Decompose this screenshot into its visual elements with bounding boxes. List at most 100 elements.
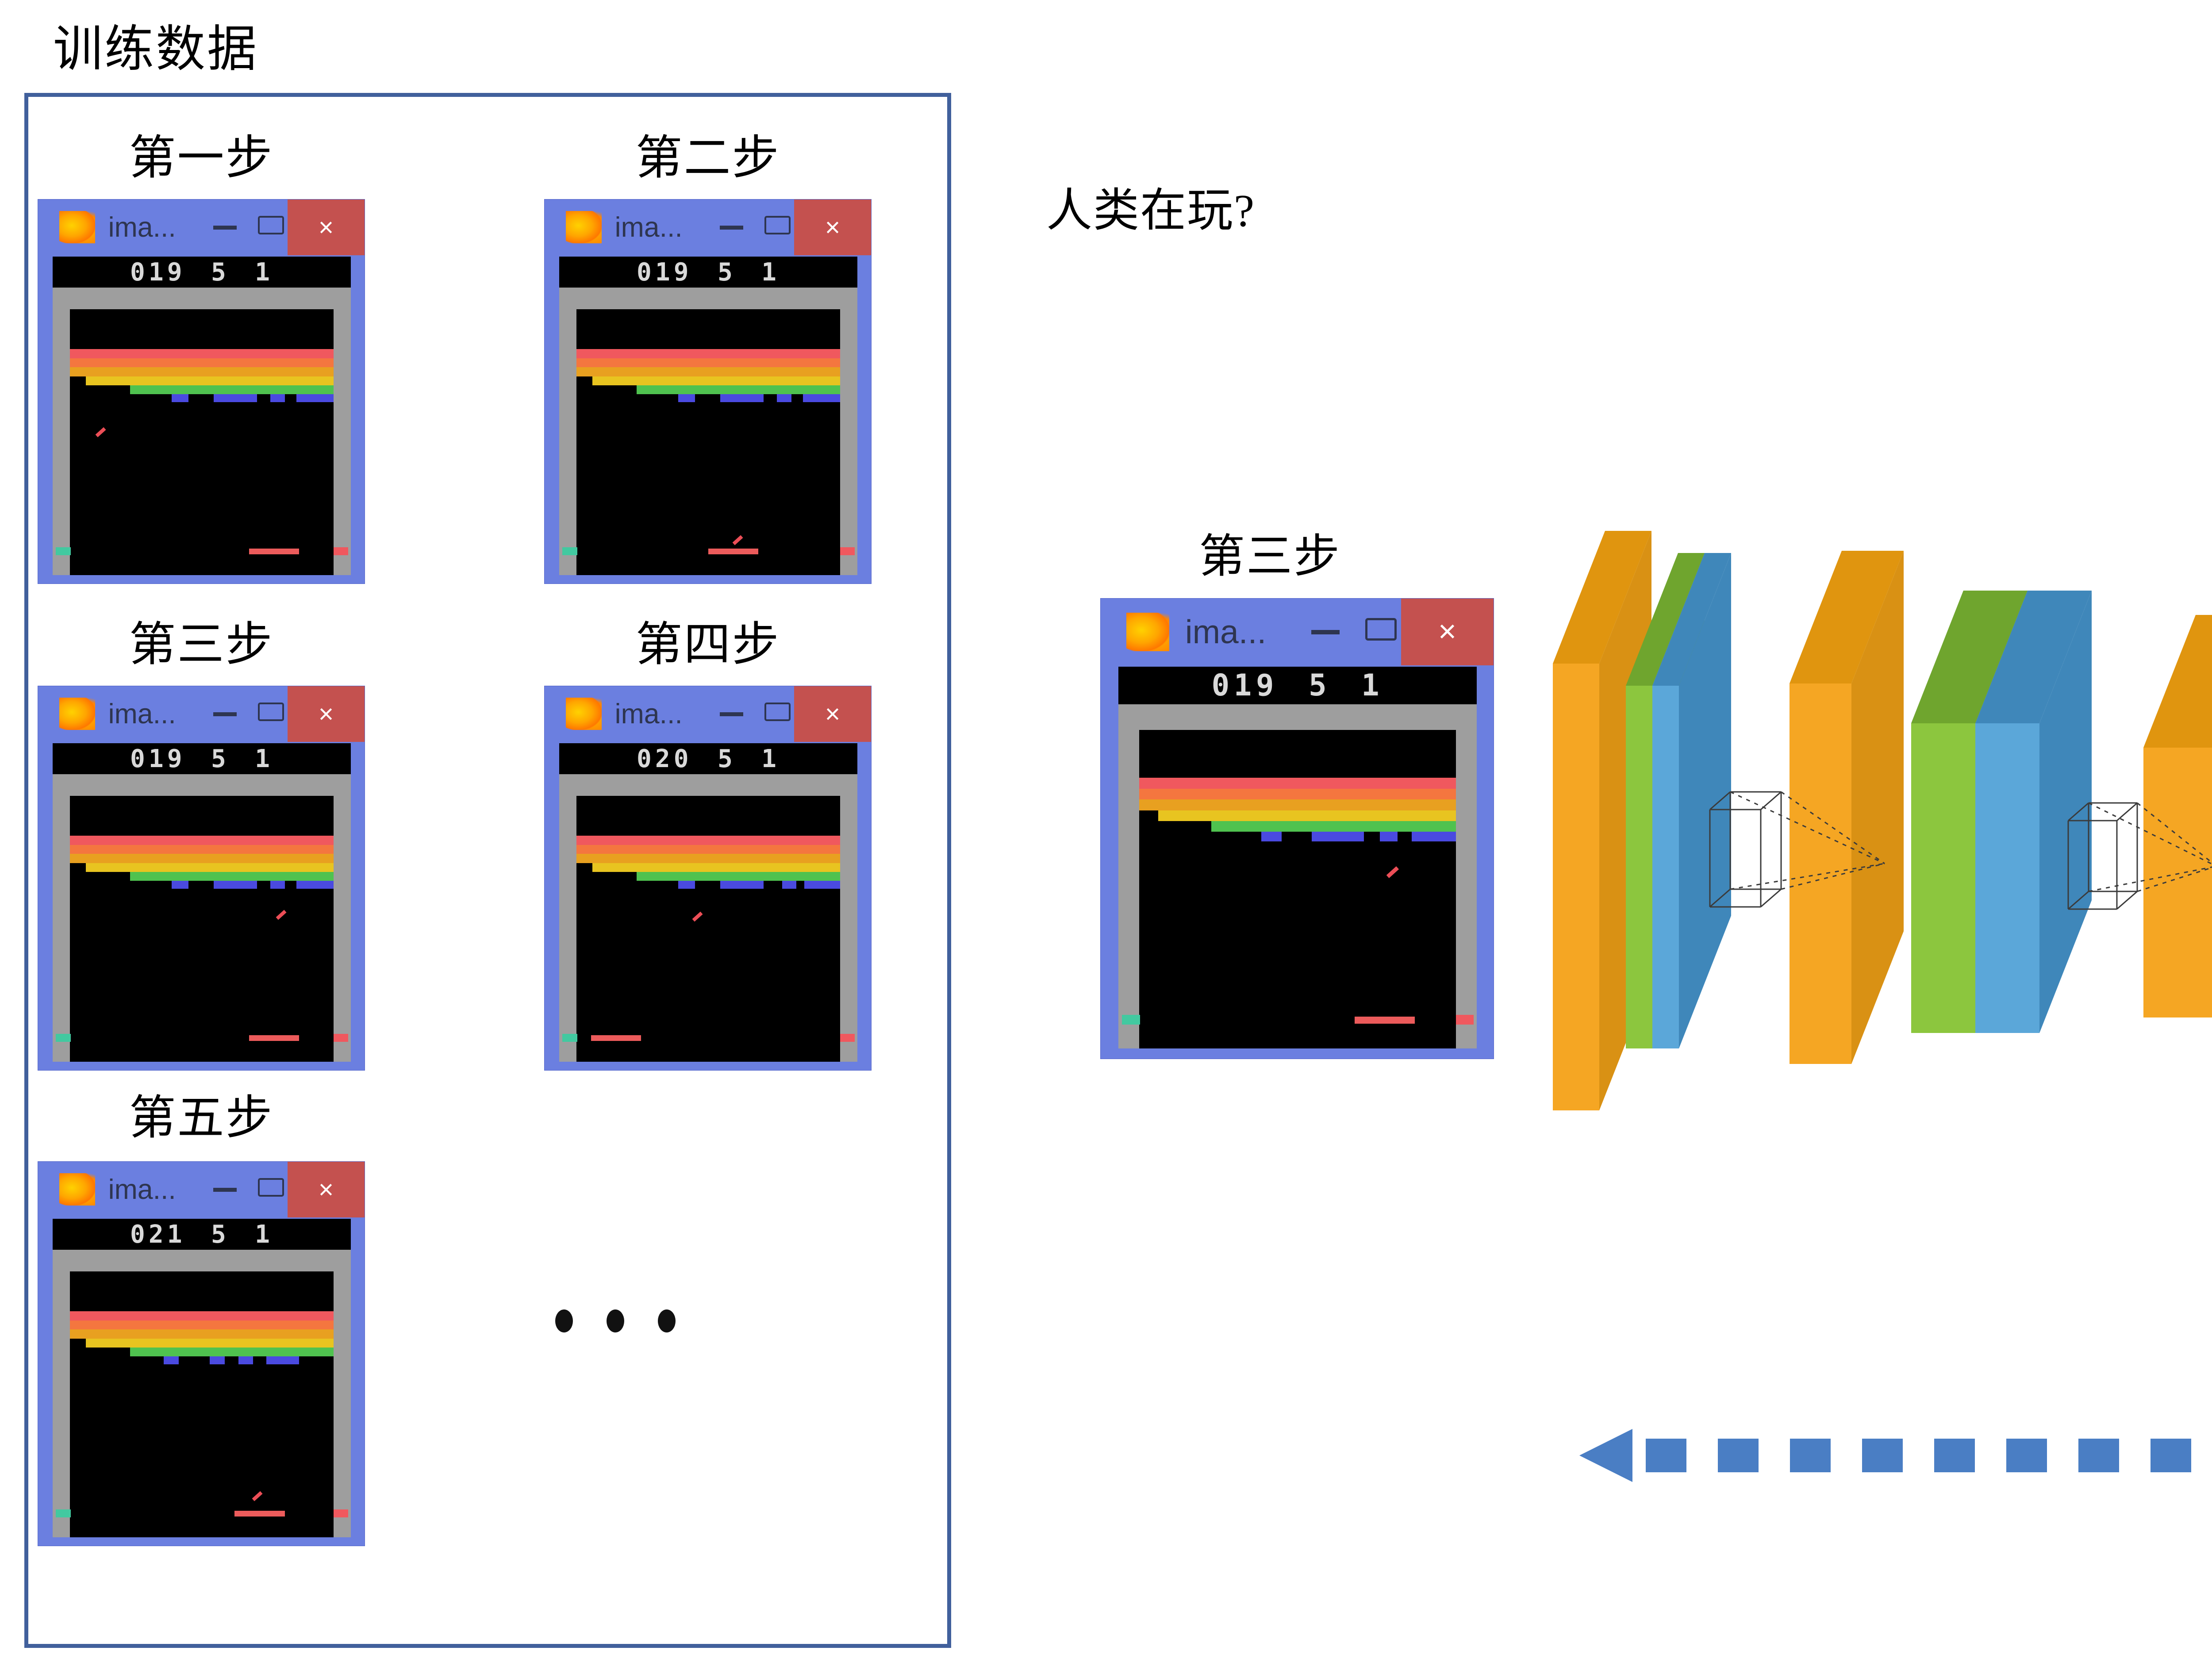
left-wall-marker [1122, 1015, 1140, 1025]
cnn-architecture-diagram [1544, 526, 2212, 1137]
brick-blue [804, 881, 840, 889]
level-value: 1 [255, 744, 273, 773]
brick-row [576, 854, 840, 863]
brick-blue [171, 394, 189, 403]
lives-value: 5 [717, 744, 736, 773]
score-display: 019 5 1 [1118, 667, 1477, 704]
atari-game-window[interactable]: ima... × 019 5 1 [1100, 598, 1494, 1059]
brick-blue [782, 881, 797, 889]
score-value: 019 [637, 257, 692, 287]
window-title: ima... [614, 698, 683, 729]
close-button[interactable]: × [288, 686, 365, 742]
right-wall-marker [1455, 1015, 1474, 1025]
brick-blue [213, 394, 257, 403]
maximize-button[interactable] [258, 1178, 284, 1197]
ellipsis-dot [607, 1309, 624, 1332]
minimize-button[interactable] [213, 1188, 237, 1192]
minimize-button[interactable] [213, 226, 237, 230]
ellipsis-dot [555, 1309, 573, 1332]
ellipsis-dot [658, 1309, 676, 1332]
flame-icon [59, 211, 96, 244]
minimize-button[interactable] [1311, 630, 1340, 635]
close-icon: × [1438, 614, 1457, 649]
arrow-dash [2006, 1439, 2047, 1472]
window-titlebar[interactable]: ima... × [1101, 599, 1494, 665]
game-screen: 020 5 1 [559, 743, 857, 1062]
brick-row [70, 349, 334, 358]
maximize-button[interactable] [258, 702, 284, 722]
brick-row [637, 385, 840, 395]
lives-value: 5 [211, 1220, 230, 1249]
step-caption: 第二步 [635, 132, 780, 184]
brick-row [70, 367, 334, 376]
maximize-button[interactable] [1365, 618, 1397, 641]
atari-game-window[interactable]: ima... × 019 5 1 [38, 686, 365, 1071]
cnn-layer-conv3-orange [2143, 615, 2212, 1017]
minimize-button[interactable] [213, 712, 237, 716]
window-titlebar[interactable]: ima... × [38, 200, 365, 255]
right-wall-marker [840, 1034, 855, 1042]
receptive-field-cone [1709, 791, 1885, 908]
score-display: 019 5 1 [53, 743, 351, 775]
brick-row [576, 367, 840, 376]
score-display: 019 5 1 [53, 256, 351, 288]
level-value: 1 [255, 1220, 273, 1249]
flame-icon [1126, 612, 1170, 652]
brick-blue [171, 881, 189, 889]
brick-row [86, 376, 334, 385]
brick-blue [803, 394, 840, 403]
brick-row [576, 358, 840, 368]
brick-row [576, 349, 840, 358]
human-playing-question: 人类在玩? [1046, 185, 1256, 236]
maximize-button[interactable] [764, 215, 791, 235]
atari-game-window[interactable]: ima... × 020 5 1 [544, 686, 872, 1071]
brick-row [637, 872, 840, 881]
brick-blue [266, 1356, 300, 1365]
close-icon: × [318, 699, 334, 729]
right-wall-marker [333, 547, 349, 556]
brick-blue [213, 881, 257, 889]
brick-row [1139, 799, 1456, 810]
close-button[interactable]: × [794, 200, 871, 255]
atari-game-window[interactable]: ima... × 019 5 1 [544, 199, 872, 584]
score-value: 019 [130, 257, 186, 287]
close-icon: × [825, 699, 841, 729]
brick-row [70, 1329, 334, 1339]
brick-row [576, 845, 840, 854]
close-button[interactable]: × [794, 686, 871, 742]
cnn-layer-conv2-blue [1975, 591, 2092, 1033]
maximize-button[interactable] [764, 702, 791, 722]
atari-game-window[interactable]: ima... × 019 5 1 [38, 199, 365, 584]
close-button[interactable]: × [288, 200, 365, 255]
score-display: 021 5 1 [53, 1218, 351, 1250]
brick-blue [776, 394, 791, 403]
ellipsis-more-steps [555, 1309, 676, 1332]
close-button[interactable]: × [1401, 599, 1494, 665]
brick-row [70, 836, 334, 845]
window-titlebar[interactable]: ima... × [38, 686, 365, 742]
maximize-button[interactable] [258, 215, 284, 235]
paddle [1354, 1016, 1415, 1024]
brick-blue [296, 394, 334, 403]
close-button[interactable]: × [288, 1162, 365, 1217]
brick-blue [1411, 832, 1456, 842]
score-value: 020 [637, 744, 692, 773]
brick-row [130, 1347, 334, 1357]
arrow-dash [1718, 1439, 1759, 1472]
page-title: 训练数据 [53, 22, 258, 77]
window-titlebar[interactable]: ima... × [545, 686, 871, 742]
window-titlebar[interactable]: ima... × [38, 1162, 365, 1217]
minimize-button[interactable] [719, 226, 744, 230]
brick-row [70, 854, 334, 863]
close-icon: × [825, 212, 841, 242]
minimize-button[interactable] [719, 712, 744, 716]
arrow-dash [1646, 1439, 1686, 1472]
brick-row [1158, 810, 1456, 821]
brick-blue [678, 394, 695, 403]
brick-row [70, 1311, 334, 1321]
brick-row [130, 385, 334, 395]
paddle [591, 1035, 641, 1041]
window-titlebar[interactable]: ima... × [545, 200, 871, 255]
score-value: 019 [130, 744, 186, 773]
atari-game-window[interactable]: ima... × 021 5 1 [38, 1161, 365, 1546]
